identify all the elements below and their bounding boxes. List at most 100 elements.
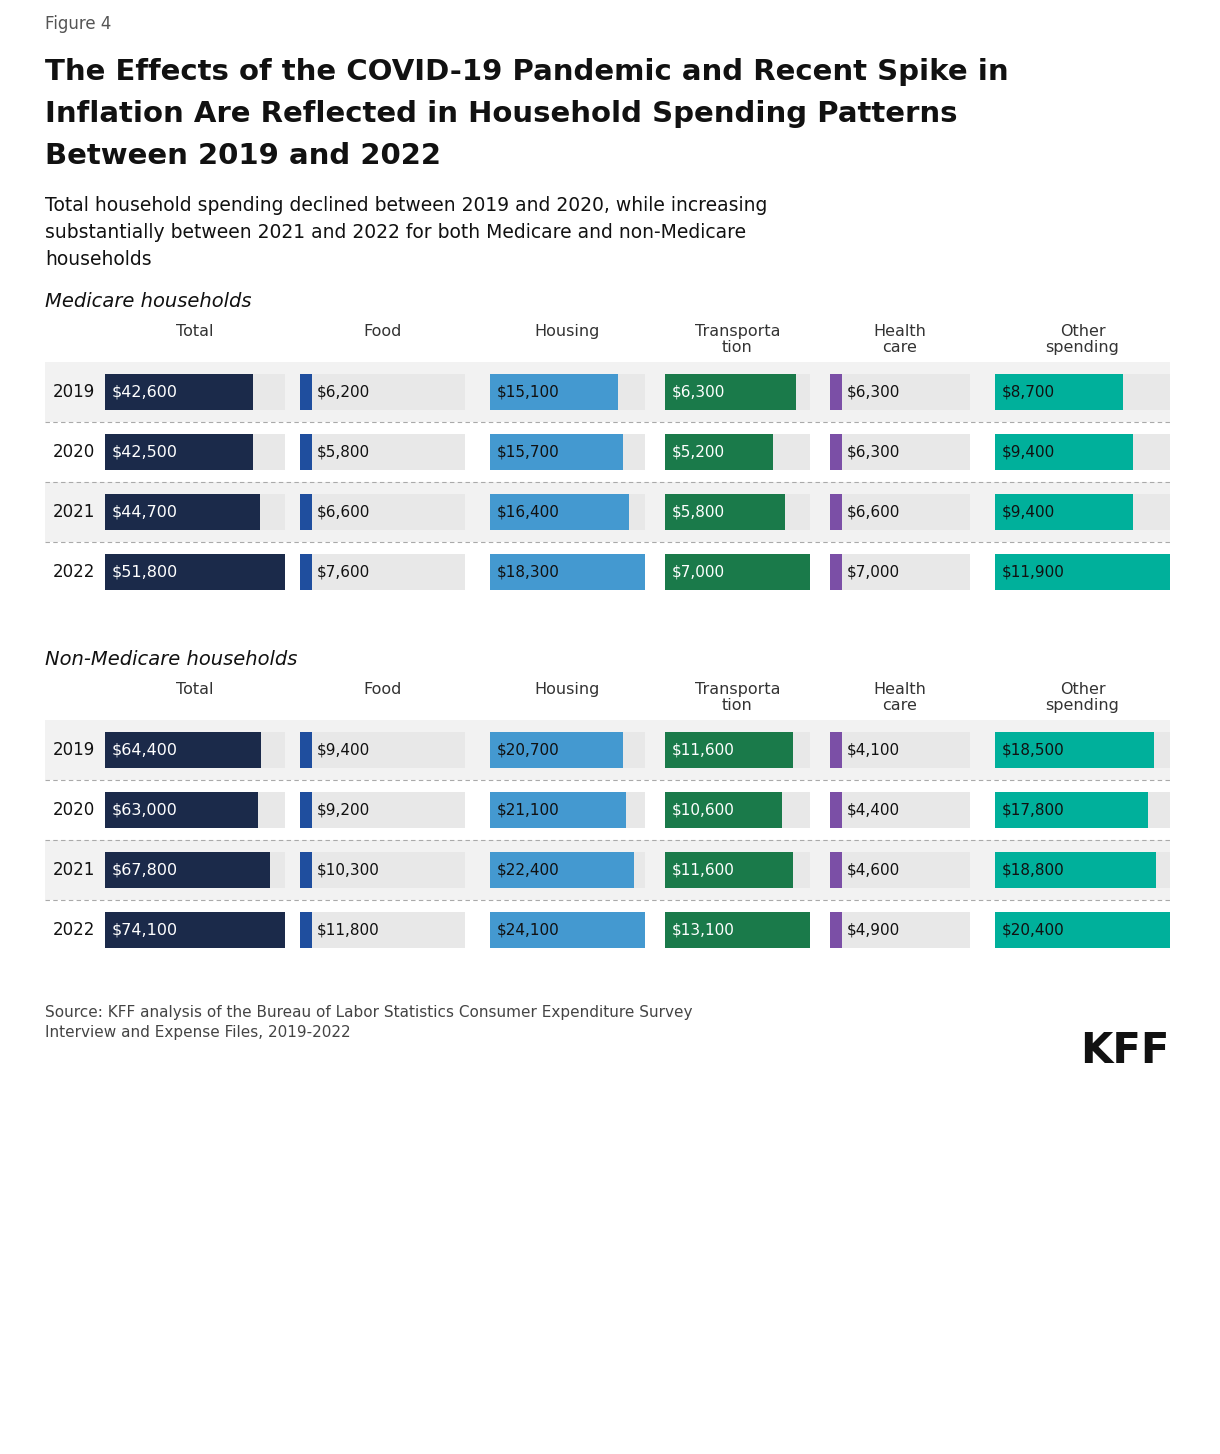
Text: $7,600: $7,600 bbox=[317, 564, 370, 580]
Text: $9,400: $9,400 bbox=[1002, 445, 1055, 459]
Text: $4,600: $4,600 bbox=[847, 862, 900, 878]
Bar bbox=[830, 731, 842, 768]
Text: 2022: 2022 bbox=[52, 563, 95, 582]
Text: $16,400: $16,400 bbox=[497, 505, 560, 519]
Bar bbox=[300, 852, 465, 888]
Text: $10,300: $10,300 bbox=[317, 862, 379, 878]
Text: $13,100: $13,100 bbox=[672, 922, 734, 938]
Text: Figure 4: Figure 4 bbox=[45, 15, 111, 33]
Text: $5,200: $5,200 bbox=[672, 445, 725, 459]
Text: $6,600: $6,600 bbox=[317, 505, 371, 519]
Bar bbox=[665, 852, 810, 888]
Bar bbox=[665, 792, 810, 827]
Text: 2020: 2020 bbox=[52, 443, 95, 461]
Text: Total: Total bbox=[176, 324, 213, 339]
Text: $4,400: $4,400 bbox=[847, 803, 900, 817]
Text: Total: Total bbox=[176, 682, 213, 696]
Bar bbox=[665, 554, 810, 590]
Text: Total household spending declined between 2019 and 2020, while increasing: Total household spending declined betwee… bbox=[45, 196, 767, 215]
Bar bbox=[300, 433, 312, 470]
Text: Housing: Housing bbox=[534, 324, 600, 339]
Bar bbox=[830, 912, 970, 948]
Bar bbox=[665, 912, 810, 948]
Bar bbox=[490, 494, 628, 531]
Text: The Effects of the COVID-19 Pandemic and Recent Spike in: The Effects of the COVID-19 Pandemic and… bbox=[45, 58, 1009, 86]
Text: $9,200: $9,200 bbox=[317, 803, 370, 817]
Text: Food: Food bbox=[364, 324, 401, 339]
Text: tion: tion bbox=[722, 698, 753, 712]
Text: $9,400: $9,400 bbox=[1002, 505, 1055, 519]
Text: Medicare households: Medicare households bbox=[45, 292, 251, 311]
Text: $6,300: $6,300 bbox=[847, 445, 900, 459]
Text: $18,800: $18,800 bbox=[1002, 862, 1065, 878]
Text: $22,400: $22,400 bbox=[497, 862, 560, 878]
Bar bbox=[45, 542, 1170, 602]
Text: $5,800: $5,800 bbox=[317, 445, 370, 459]
Text: Interview and Expense Files, 2019-2022: Interview and Expense Files, 2019-2022 bbox=[45, 1025, 350, 1040]
Text: $5,800: $5,800 bbox=[672, 505, 725, 519]
Bar bbox=[300, 792, 465, 827]
Bar bbox=[300, 792, 312, 827]
Bar bbox=[996, 852, 1157, 888]
Text: $4,100: $4,100 bbox=[847, 743, 900, 758]
Bar bbox=[105, 792, 259, 827]
Text: Between 2019 and 2022: Between 2019 and 2022 bbox=[45, 142, 440, 170]
Text: $17,800: $17,800 bbox=[1002, 803, 1065, 817]
Bar bbox=[490, 374, 645, 410]
Text: Housing: Housing bbox=[534, 682, 600, 696]
Bar bbox=[490, 912, 645, 948]
Bar bbox=[300, 731, 312, 768]
Text: $10,600: $10,600 bbox=[672, 803, 734, 817]
Text: $18,500: $18,500 bbox=[1002, 743, 1065, 758]
Text: $20,400: $20,400 bbox=[1002, 922, 1065, 938]
Text: Non-Medicare households: Non-Medicare households bbox=[45, 650, 298, 669]
Bar bbox=[300, 731, 465, 768]
Bar bbox=[830, 554, 970, 590]
Bar bbox=[490, 852, 634, 888]
Bar bbox=[105, 554, 285, 590]
Bar bbox=[45, 481, 1170, 542]
Text: $6,600: $6,600 bbox=[847, 505, 900, 519]
Bar bbox=[996, 912, 1170, 948]
Bar bbox=[665, 433, 772, 470]
Text: spending: spending bbox=[1046, 698, 1120, 712]
Text: Transporta: Transporta bbox=[694, 324, 781, 339]
Bar bbox=[300, 554, 465, 590]
Text: $67,800: $67,800 bbox=[112, 862, 178, 878]
Text: $44,700: $44,700 bbox=[112, 505, 178, 519]
Bar bbox=[105, 433, 253, 470]
Text: KFF: KFF bbox=[1081, 1029, 1170, 1072]
Bar bbox=[665, 731, 793, 768]
Bar bbox=[665, 494, 786, 531]
Bar bbox=[830, 792, 842, 827]
Bar bbox=[490, 792, 626, 827]
Bar bbox=[490, 374, 617, 410]
Bar bbox=[45, 720, 1170, 779]
Bar bbox=[830, 731, 970, 768]
Bar bbox=[490, 494, 645, 531]
Bar bbox=[300, 494, 312, 531]
Bar bbox=[830, 494, 842, 531]
Bar bbox=[996, 554, 1170, 590]
Bar bbox=[490, 852, 645, 888]
Text: $21,100: $21,100 bbox=[497, 803, 560, 817]
Text: Food: Food bbox=[364, 682, 401, 696]
Text: $4,900: $4,900 bbox=[847, 922, 900, 938]
Text: 2019: 2019 bbox=[52, 742, 95, 759]
Bar bbox=[996, 433, 1170, 470]
Text: $51,800: $51,800 bbox=[112, 564, 178, 580]
Bar bbox=[996, 792, 1170, 827]
Bar bbox=[490, 792, 645, 827]
Text: $11,900: $11,900 bbox=[1002, 564, 1065, 580]
Text: $24,100: $24,100 bbox=[497, 922, 560, 938]
Text: Source: KFF analysis of the Bureau of Labor Statistics Consumer Expenditure Surv: Source: KFF analysis of the Bureau of La… bbox=[45, 1005, 693, 1021]
Bar bbox=[490, 433, 623, 470]
Bar bbox=[105, 731, 285, 768]
Bar bbox=[105, 792, 285, 827]
Bar bbox=[996, 731, 1154, 768]
Bar bbox=[830, 554, 842, 590]
Text: $7,000: $7,000 bbox=[847, 564, 900, 580]
Text: Inflation Are Reflected in Household Spending Patterns: Inflation Are Reflected in Household Spe… bbox=[45, 100, 958, 128]
Bar bbox=[490, 554, 645, 590]
Text: $6,300: $6,300 bbox=[672, 384, 726, 400]
